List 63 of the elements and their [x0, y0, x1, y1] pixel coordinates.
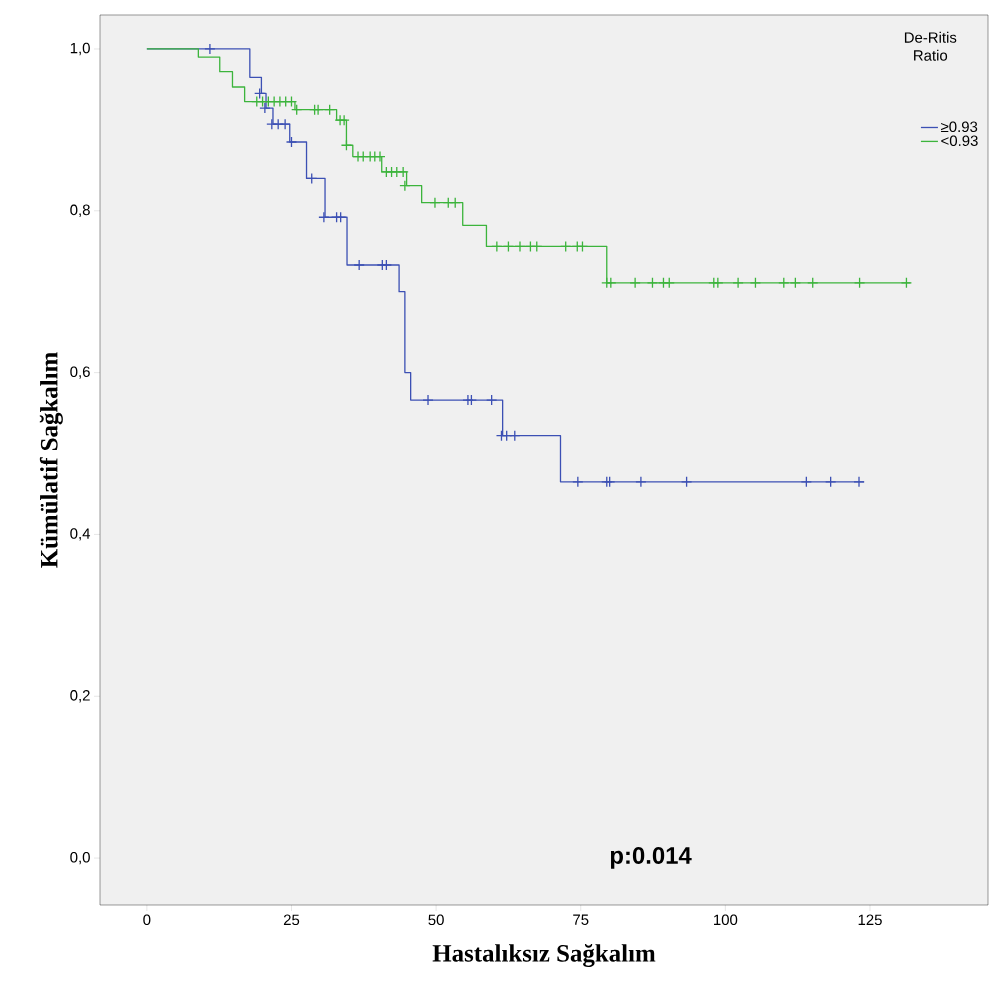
point: [560, 240, 572, 253]
point: [491, 240, 503, 253]
x-tick-label: 75: [573, 914, 589, 925]
point: [204, 43, 216, 55]
point: [853, 476, 865, 488]
x-axis-title: Hastalıksız Sağkalım: [432, 943, 656, 967]
point: [340, 139, 353, 151]
point: [778, 277, 790, 289]
point: [572, 476, 584, 488]
point: [259, 102, 271, 114]
point: [825, 476, 837, 488]
y-axis-title: Kümülatif Sağkalım: [39, 352, 63, 568]
point: [449, 197, 461, 209]
point: [422, 394, 434, 406]
point: [465, 394, 478, 406]
y-tick-label: 0,6: [70, 366, 90, 379]
x-tick-label: 125: [858, 914, 882, 926]
point: [324, 104, 336, 116]
point: [397, 166, 409, 178]
legend-title: De-Ritis Ratio: [904, 31, 957, 61]
point: [279, 118, 291, 130]
point: [318, 211, 330, 223]
x-tick-label: 100: [714, 914, 738, 926]
point: [732, 277, 744, 289]
y-tick-label: 0,8: [70, 204, 90, 217]
point: [312, 104, 324, 116]
point: [399, 180, 411, 192]
x-tick-label: 25: [283, 914, 300, 926]
point: [285, 136, 298, 148]
y-tick-label: 0,0: [70, 851, 90, 865]
point: [509, 430, 521, 442]
y-tick-label: 0,2: [70, 690, 90, 703]
point: [646, 277, 659, 289]
annotation: p:0.014: [610, 847, 692, 869]
point: [531, 240, 543, 253]
point: [680, 476, 693, 488]
point: [900, 277, 913, 289]
point: [335, 211, 347, 223]
point: [853, 277, 866, 289]
point: [514, 240, 526, 253]
point: [502, 240, 515, 253]
point: [374, 150, 386, 163]
y-tick-label: 0,4: [70, 528, 91, 541]
y-tick-label: 1,0: [70, 42, 90, 56]
point: [486, 394, 498, 406]
point: [789, 277, 802, 289]
point: [605, 277, 617, 289]
point: [749, 277, 762, 289]
x-tick-label: 50: [428, 914, 444, 926]
point: [635, 476, 647, 488]
point: [807, 277, 819, 289]
point: [338, 114, 350, 126]
point: [306, 172, 318, 185]
point: [663, 277, 675, 289]
point: [429, 197, 441, 209]
point: [353, 259, 365, 271]
point: [501, 430, 513, 442]
legend-label: ≥0.93: [941, 121, 978, 133]
point: [629, 277, 641, 289]
x-tick-label: 0: [143, 914, 151, 926]
point: [800, 476, 813, 488]
legend-label: <0.93: [941, 135, 978, 147]
point: [254, 87, 266, 100]
